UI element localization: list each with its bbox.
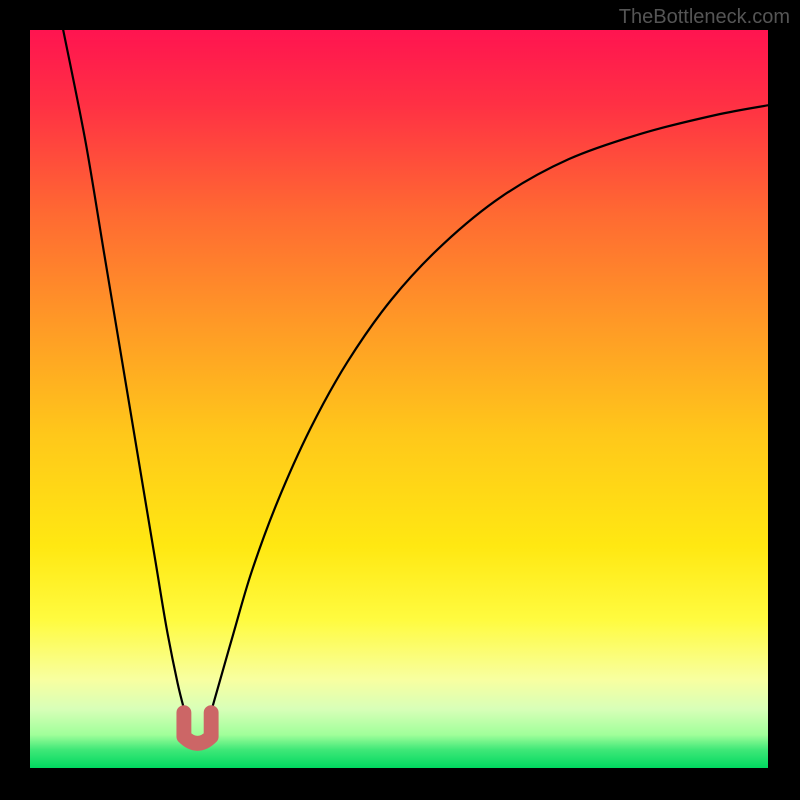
chart-svg [30,30,768,768]
watermark-text: TheBottleneck.com [619,6,790,29]
plot-area [30,30,768,768]
gradient-background [30,30,768,768]
outer-frame: TheBottleneck.com [0,0,800,800]
